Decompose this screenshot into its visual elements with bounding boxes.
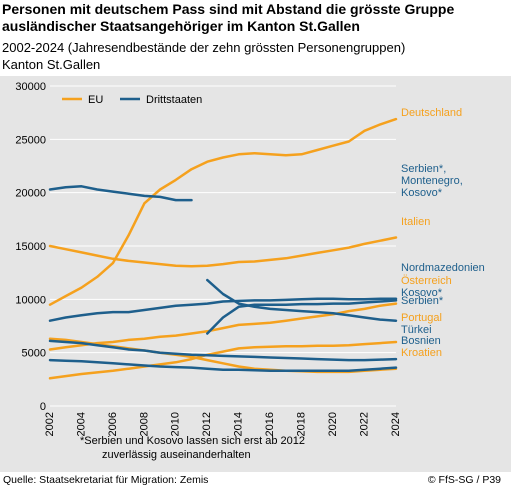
chart-title: Personen mit deutschem Pass sind mit Abs… (2, 1, 455, 34)
series-end-label: Portugal (401, 312, 442, 324)
x-tick-label: 2018 (296, 412, 308, 436)
x-tick-label: 2006 (107, 412, 119, 436)
series-end-label: Österreich (401, 275, 452, 287)
series-end-label: Türkei (401, 324, 432, 336)
y-tick-label: 25000 (15, 134, 46, 146)
x-tick-label: 2002 (44, 412, 56, 436)
y-tick-label: 5000 (22, 348, 46, 360)
x-tick-label: 2014 (233, 412, 245, 436)
series-end-label: Kosovo* (401, 287, 443, 299)
x-tick-label: 2004 (75, 412, 87, 436)
y-tick-label: 0 (40, 401, 46, 413)
series-line (206, 299, 398, 335)
region-label: Kanton St.Gallen (2, 57, 101, 72)
series-line (48, 358, 398, 373)
series-line (48, 185, 193, 202)
series-line (48, 340, 398, 380)
footnote: *Serbien und Kosovo lassen sich erst ab … (80, 434, 305, 462)
footnote-line-2: zuverlässig auseinanderhalten (102, 449, 251, 461)
line-chart: 0 5000 10000 15000 20000 25000 30000 2002 2004 20… (15, 81, 485, 436)
x-tick-label: 2022 (358, 412, 370, 436)
series-end-label: Deutschland (401, 107, 462, 119)
y-tick-label: 15000 (15, 241, 46, 253)
series-line (48, 339, 398, 362)
x-tick-label: 2008 (138, 412, 150, 436)
x-tick-label: 2016 (264, 412, 276, 436)
footnote-line-1: *Serbien und Kosovo lassen sich erst ab … (80, 435, 306, 447)
series-line (48, 297, 398, 322)
series-end-label: Nordmazedonien (401, 262, 485, 274)
y-tick-label: 20000 (15, 188, 46, 200)
x-tick-label: 2024 (390, 412, 402, 436)
chart-subtitle: 2002-2024 (Jahresendbestände der zehn gr… (2, 40, 406, 55)
y-tick-label: 10000 (15, 294, 46, 306)
x-tick-label: 2012 (201, 412, 213, 436)
x-tick-label: 2020 (327, 412, 339, 436)
y-tick-label: 30000 (15, 81, 46, 93)
x-tick-label: 2010 (170, 412, 182, 436)
series-end-label: Serbien*, Montenegro, Kosovo* (401, 163, 463, 199)
series-end-label: Serbien* (401, 295, 444, 307)
credit-note: © FfS-SG / P39 (427, 474, 501, 486)
legend-label: Drittstaaten (146, 94, 202, 106)
legend-label: EU (88, 94, 103, 106)
series-line (48, 117, 398, 306)
series-end-label: Kroatien (401, 347, 442, 359)
source-note: Quelle: Staatsekretariat für Migration: … (3, 474, 209, 486)
series-line (206, 278, 398, 322)
series-line (48, 302, 398, 351)
series-end-label: Bosnien (401, 335, 441, 347)
series-end-label: Italien (401, 216, 430, 228)
series-line (48, 236, 398, 268)
